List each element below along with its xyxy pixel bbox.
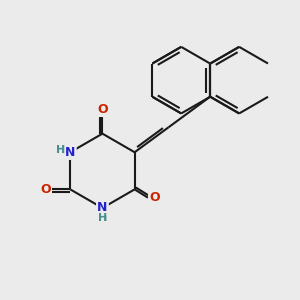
- Text: H: H: [98, 213, 107, 224]
- Text: N: N: [97, 202, 108, 214]
- Text: H: H: [98, 213, 107, 224]
- Text: H: H: [56, 145, 65, 155]
- Text: O: O: [149, 191, 160, 204]
- Text: O: O: [40, 183, 51, 196]
- Text: N: N: [65, 146, 76, 159]
- Text: O: O: [149, 191, 160, 204]
- Text: O: O: [97, 103, 108, 116]
- Text: O: O: [40, 183, 51, 196]
- Text: N: N: [97, 202, 108, 214]
- Text: O: O: [97, 103, 108, 116]
- Text: H: H: [56, 145, 65, 155]
- Text: N: N: [65, 146, 76, 159]
